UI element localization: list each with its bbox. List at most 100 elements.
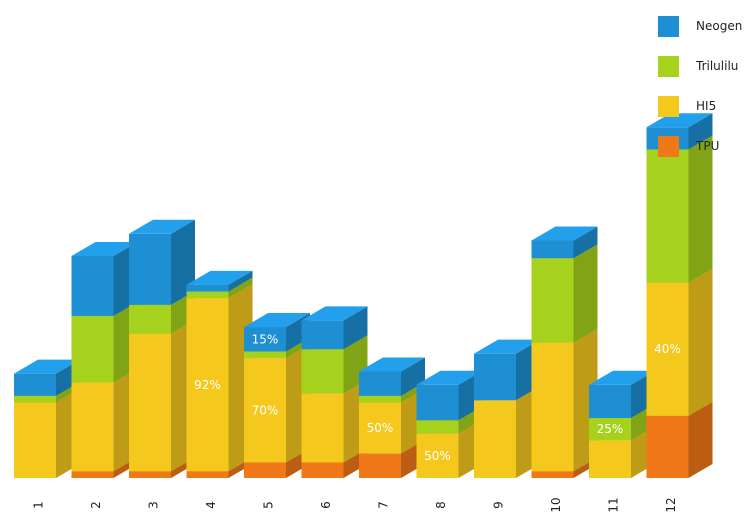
bar-tpu-2-front[interactable] <box>71 471 114 478</box>
data-label-hi5-12: 40% <box>654 342 681 356</box>
legend-item-neogen[interactable]: Neogen <box>658 16 750 56</box>
bar-trilulilu-10-side <box>573 244 598 343</box>
bar-neogen-10-top <box>531 226 598 241</box>
data-label-hi5-5: 70% <box>252 403 279 417</box>
bar-hi5-5-front[interactable] <box>244 358 286 463</box>
bar-stack-9 <box>474 339 540 478</box>
bar-hi5-3-front[interactable] <box>129 333 171 472</box>
x-tick-label-3: 3 <box>147 501 161 509</box>
bar-trilulilu-10-front[interactable] <box>531 258 574 343</box>
bar-hi5-1-front[interactable] <box>14 402 56 478</box>
bar-neogen-10-side <box>573 226 598 259</box>
bar-hi5-4-front[interactable] <box>186 298 229 472</box>
bar-trilulilu-3-front[interactable] <box>129 304 171 334</box>
legend-swatch-hi5 <box>658 96 679 117</box>
bar-trilulilu-6-front[interactable] <box>301 349 344 394</box>
legend-label-neogen: Neogen <box>696 19 743 33</box>
bar-hi5-9-front[interactable] <box>474 400 516 478</box>
bar-stack-4 <box>186 270 253 478</box>
bar-neogen-3-front[interactable] <box>129 233 171 305</box>
chart-legend: Neogen Trilulilu HI5 TPU <box>658 16 750 176</box>
data-label-hi5-4: 92% <box>194 378 221 392</box>
bar-hi5-7-front[interactable] <box>359 402 401 454</box>
bar-hi5-8-front[interactable] <box>416 433 459 478</box>
bar-neogen-11-front[interactable] <box>589 384 631 419</box>
bar-neogen-4-front[interactable] <box>186 284 229 292</box>
x-tick-label-9: 9 <box>492 501 506 509</box>
bar-neogen-9-top <box>474 339 540 354</box>
bar-tpu-12-front[interactable] <box>646 415 689 478</box>
x-tick-label-6: 6 <box>319 501 333 509</box>
data-label-hi5-8: 50% <box>424 449 451 463</box>
bar-tpu-6-front[interactable] <box>301 462 344 478</box>
legend-item-tpu[interactable]: TPU <box>658 136 750 176</box>
data-label-hi5-7: 50% <box>367 421 394 435</box>
bar-hi5-6-front[interactable] <box>301 393 344 463</box>
bar-neogen-1-top <box>14 359 80 374</box>
bar-trilulilu-12-side <box>688 135 713 283</box>
bar-tpu-12-side <box>688 401 713 478</box>
bar-trilulilu-8-front[interactable] <box>416 420 459 434</box>
legend-swatch-trilulilu <box>658 56 679 77</box>
x-tick-label-10: 10 <box>549 497 563 512</box>
bar-tpu-7-front[interactable] <box>359 453 401 478</box>
bar-neogen-7-top <box>359 357 425 372</box>
x-tick-label-7: 7 <box>377 501 391 509</box>
bar-neogen-5-top <box>244 313 310 328</box>
x-tick-label-11: 11 <box>607 497 621 512</box>
bar-neogen-8-top <box>416 370 483 385</box>
legend-swatch-tpu <box>658 136 679 157</box>
bar-neogen-11-top <box>589 370 655 385</box>
x-tick-label-12: 12 <box>664 497 678 512</box>
bar-neogen-4-top <box>186 270 253 285</box>
bar-neogen-6-top <box>301 306 368 321</box>
data-label-trilulilu-11: 25% <box>597 422 624 436</box>
bar-stack-1 <box>14 359 80 478</box>
bar-trilulilu-11-front[interactable] <box>589 418 631 441</box>
legend-item-trilulilu[interactable]: Trilulilu <box>658 56 750 96</box>
legend-label-hi5: HI5 <box>696 99 717 113</box>
bar-neogen-7-front[interactable] <box>359 371 401 396</box>
x-tick-label-2: 2 <box>89 501 103 509</box>
bar-trilulilu-1-front[interactable] <box>14 395 56 403</box>
bar-neogen-1-front[interactable] <box>14 373 56 396</box>
bar-neogen-2-top <box>71 242 138 256</box>
bar-stack-12 <box>646 113 713 478</box>
bar-stack-10 <box>531 226 598 478</box>
bar-trilulilu-12-front[interactable] <box>646 149 689 283</box>
bar-hi5-10-front[interactable] <box>531 342 574 472</box>
bar-neogen-5-front[interactable] <box>244 327 286 352</box>
bar-neogen-10-front[interactable] <box>531 240 574 259</box>
bar-trilulilu-4-front[interactable] <box>186 291 229 299</box>
x-tick-label-4: 4 <box>204 501 218 509</box>
bar-hi5-11-front[interactable] <box>589 440 631 478</box>
bar-hi5-2-front[interactable] <box>71 382 114 472</box>
bar-hi5-12-front[interactable] <box>646 282 689 416</box>
bar-trilulilu-7-front[interactable] <box>359 395 401 403</box>
bar-neogen-8-front[interactable] <box>416 384 459 421</box>
bar-tpu-10-front[interactable] <box>531 471 574 478</box>
legend-item-hi5[interactable]: HI5 <box>658 96 750 136</box>
bar-stack-6 <box>301 306 368 478</box>
bar-tpu-5-front[interactable] <box>244 462 286 478</box>
bar-trilulilu-2-front[interactable] <box>71 315 114 383</box>
bar-tpu-3-front[interactable] <box>129 471 171 478</box>
bar-neogen-12-side <box>688 113 713 150</box>
bar-tpu-4-front[interactable] <box>186 471 229 478</box>
bar-hi5-12-side <box>688 268 713 416</box>
bar-neogen-2-front[interactable] <box>71 256 114 316</box>
bar-neogen-7-side <box>401 357 425 396</box>
bar-neogen-9-front[interactable] <box>474 353 516 401</box>
bar-neogen-6-front[interactable] <box>301 320 344 350</box>
bar-neogen-3-top <box>129 219 195 234</box>
legend-swatch-neogen <box>658 16 679 37</box>
bar-stack-7 <box>359 357 425 478</box>
legend-label-tpu: TPU <box>696 139 720 153</box>
x-tick-label-5: 5 <box>262 501 276 509</box>
bar-stack-3 <box>129 219 195 478</box>
bar-neogen-12-top <box>646 113 713 128</box>
bar-neogen-4-side <box>228 270 253 292</box>
bar-trilulilu-5-front[interactable] <box>244 351 286 359</box>
bar-stack-2 <box>71 242 138 478</box>
